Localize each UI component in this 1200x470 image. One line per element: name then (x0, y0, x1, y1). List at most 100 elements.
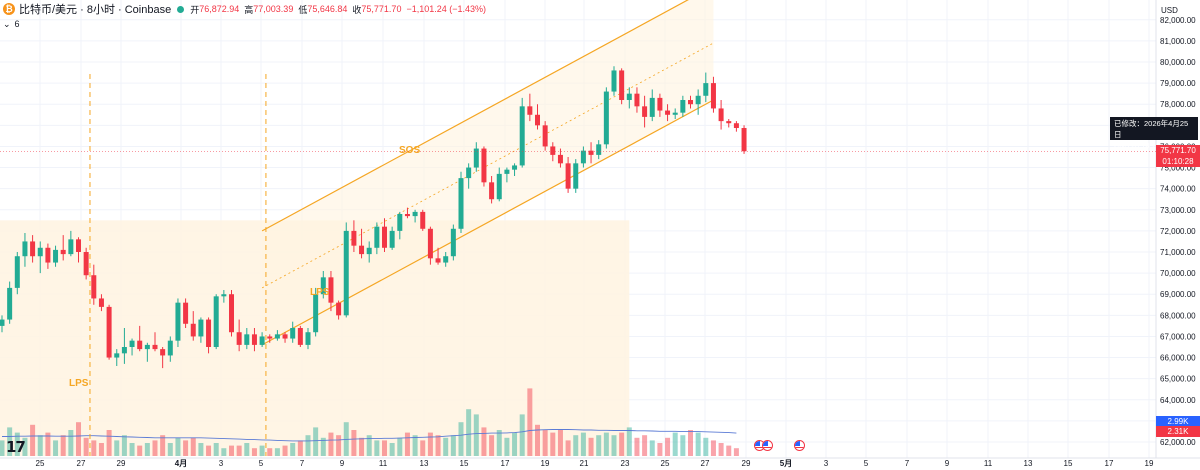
volume-bar (427, 432, 433, 456)
volume-bar (30, 424, 36, 456)
volume-bar (466, 409, 472, 456)
candle-body (37, 247, 43, 257)
candle-body (282, 334, 288, 339)
open-value: 76,872.94 (199, 4, 240, 14)
tradingview-logo[interactable]: 𝟭𝟳 (6, 439, 26, 456)
sos-label: SOS (399, 145, 420, 156)
high-value: 77,003.39 (253, 4, 294, 14)
volume-bar (603, 432, 609, 456)
candle-body (626, 93, 632, 100)
volume-bar (274, 448, 280, 456)
candle-body (611, 70, 617, 92)
volume-bar (672, 432, 678, 456)
channel-mid (261, 42, 714, 289)
candle-body (718, 108, 724, 122)
price-tick-label: 80,000.00 (1160, 58, 1196, 67)
candle-body (496, 173, 502, 200)
volume-bar (320, 437, 326, 456)
volume-bar (244, 443, 250, 456)
candle-body (83, 252, 89, 276)
candle-body (129, 340, 135, 347)
volume-bar (37, 435, 43, 456)
candle-body (412, 211, 418, 217)
time-tick-label: 5 (864, 459, 869, 468)
candle-body (710, 83, 716, 109)
candle-body (7, 287, 13, 320)
candle-body (726, 121, 732, 124)
volume-ma (2, 429, 737, 442)
volume-bar (0, 440, 5, 456)
candle-body (320, 277, 326, 295)
candle-body (588, 150, 594, 155)
price-tick-label: 62,000.00 (1160, 438, 1196, 447)
candle-body (603, 91, 609, 145)
candle-body (489, 182, 495, 200)
us-flag-icon[interactable] (762, 440, 773, 451)
volume-bar (634, 437, 640, 456)
candle-body (167, 340, 173, 356)
candle-body (389, 230, 395, 248)
change-value: −1,101.24 (−1.43%) (406, 4, 487, 14)
currency-label[interactable]: USD (1161, 6, 1178, 15)
candle-body (236, 332, 242, 345)
candle-body (175, 302, 181, 341)
candle-body (596, 144, 602, 155)
volume-bar (328, 432, 334, 456)
volume-bar (251, 448, 257, 456)
candle-body (22, 241, 28, 257)
candle-body (649, 97, 655, 117)
volume-bar (190, 437, 196, 456)
volume-bar (229, 445, 234, 456)
time-tick-label: 7 (300, 459, 305, 468)
volume-bar (198, 443, 204, 456)
lps-label-1: LPS (69, 378, 89, 389)
candle-body (634, 93, 640, 107)
volume-bar (60, 435, 66, 456)
candle-body (259, 336, 265, 345)
volume-bar (573, 435, 579, 456)
volume-bar (282, 445, 288, 456)
candle-body (190, 323, 196, 337)
last-price-tag: 75,771.70 (1156, 145, 1200, 157)
candle-body (137, 340, 143, 350)
symbol-title[interactable]: 比特币/美元 · 8小时 · Coinbase (19, 4, 172, 16)
candle-body (382, 226, 387, 248)
market-status-icon (177, 5, 185, 13)
countdown-tag: 01:10:28 (1156, 156, 1200, 168)
volume-bar (290, 443, 296, 456)
candle-body (121, 347, 127, 354)
volume-bar (206, 445, 212, 456)
candle-body (703, 83, 709, 96)
time-tick-label: 29 (117, 459, 126, 468)
chevron-down-icon: ⌄ (3, 18, 11, 29)
volume-bar (657, 443, 663, 456)
volume-bar (703, 437, 709, 456)
volume-bar (382, 440, 387, 456)
candle-body (519, 106, 525, 166)
volume-bar (359, 437, 365, 456)
indicators-toggle[interactable]: ⌄ 6 (3, 18, 20, 30)
volume-bar (404, 432, 410, 456)
us-flag-icon[interactable] (794, 440, 805, 451)
price-tick-label: 72,000.00 (1160, 227, 1196, 236)
time-tick-label: 13 (420, 459, 429, 468)
volume-bar (527, 388, 533, 456)
volume-bar (76, 422, 81, 456)
candle-body (98, 298, 104, 307)
volume-bar (481, 427, 487, 456)
volume-bar (611, 435, 617, 456)
candle-body (672, 112, 678, 115)
volume-bar (519, 414, 525, 456)
volume-bar (129, 443, 135, 456)
candle-body (30, 241, 36, 257)
candle-body (458, 178, 464, 229)
volume-bar (504, 437, 510, 456)
time-tick-label: 3 (824, 459, 829, 468)
volume-bar (443, 437, 449, 456)
candle-body (443, 256, 449, 263)
candle-body (359, 245, 365, 255)
volume-bar (7, 427, 13, 456)
candle-body (336, 302, 342, 316)
price-axis-ticks: 82,000.00 81,000.00 80,000.00 79,000.00 78,0… (1160, 16, 1196, 447)
